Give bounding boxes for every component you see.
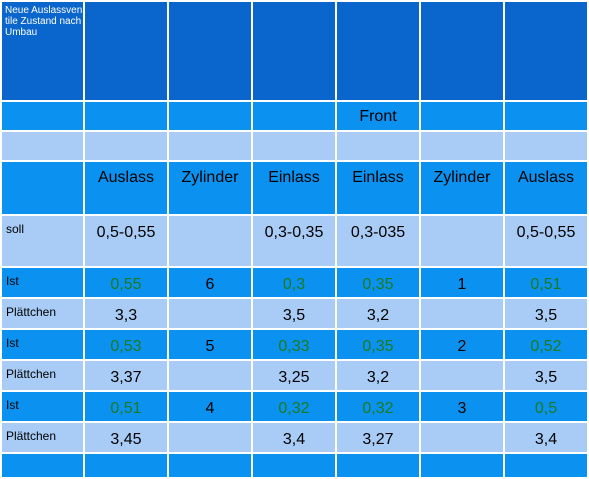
row-label: Plättchen <box>2 423 83 452</box>
empty-cell <box>168 102 251 130</box>
empty-cell <box>84 2 167 100</box>
front-row: Front <box>2 102 587 130</box>
table-cell: 3,4 <box>504 423 587 452</box>
table-cell: 0,33 <box>252 330 335 359</box>
table-cell: 3,27 <box>336 423 419 452</box>
empty-cell <box>84 132 167 160</box>
empty-cell <box>2 454 83 477</box>
table-cell: 0,3-035 <box>336 216 419 266</box>
table-cell <box>168 423 251 452</box>
empty-cell <box>504 102 587 130</box>
column-header: Zylinder <box>420 162 503 214</box>
empty-cell <box>420 132 503 160</box>
table-cell: 0,5-0,55 <box>504 216 587 266</box>
table-cell: 0,3-0,35 <box>252 216 335 266</box>
column-header: Einlass <box>336 162 419 214</box>
table-cell: 0,3 <box>252 268 335 297</box>
table-cell: 3,45 <box>84 423 167 452</box>
column-header: Auslass <box>84 162 167 214</box>
table-cell <box>168 216 251 266</box>
empty-cell <box>84 454 167 477</box>
empty-cell <box>336 2 419 100</box>
column-header-row: Auslass Zylinder Einlass Einlass Zylinde… <box>2 162 587 214</box>
table-cell: 3,5 <box>504 361 587 390</box>
row-label: Ist <box>2 268 83 297</box>
empty-cell <box>504 2 587 100</box>
table-cell: 0,32 <box>336 392 419 421</box>
empty-cell <box>2 132 83 160</box>
column-header: Auslass <box>504 162 587 214</box>
spacer-row <box>2 132 587 160</box>
empty-cell <box>336 132 419 160</box>
empty-cell <box>84 102 167 130</box>
table-row: Plättchen 3,3 3,5 3,2 3,5 <box>2 299 587 328</box>
empty-cell <box>504 454 587 477</box>
empty-cell <box>420 102 503 130</box>
column-header: Einlass <box>252 162 335 214</box>
table-row: Plättchen 3,37 3,25 3,2 3,5 <box>2 361 587 390</box>
table-row: Ist 0,53 5 0,33 0,35 2 0,52 <box>2 330 587 359</box>
table-cell: 6 <box>168 268 251 297</box>
empty-cell <box>252 2 335 100</box>
table-cell <box>420 361 503 390</box>
table-cell: 0,5 <box>504 392 587 421</box>
table-cell: 5 <box>168 330 251 359</box>
table-cell: 3,2 <box>336 299 419 328</box>
empty-cell <box>2 102 83 130</box>
table-cell: 3,5 <box>504 299 587 328</box>
empty-cell <box>2 162 83 214</box>
column-header: Zylinder <box>168 162 251 214</box>
table-cell <box>420 216 503 266</box>
table-cell: 3,25 <box>252 361 335 390</box>
empty-cell <box>252 132 335 160</box>
spacer-row <box>2 454 587 477</box>
table-cell: 0,55 <box>84 268 167 297</box>
empty-cell <box>168 132 251 160</box>
front-label: Front <box>336 102 419 130</box>
empty-cell <box>504 132 587 160</box>
empty-cell <box>336 454 419 477</box>
table-cell: 0,53 <box>84 330 167 359</box>
empty-cell <box>420 454 503 477</box>
table-cell <box>420 299 503 328</box>
empty-cell <box>168 2 251 100</box>
table-cell: 0,35 <box>336 268 419 297</box>
title-row: Neue Auslassventile Zustand nach Umbau <box>2 2 587 100</box>
table-cell: 3,2 <box>336 361 419 390</box>
empty-cell <box>252 102 335 130</box>
row-label: Ist <box>2 392 83 421</box>
table-cell <box>420 423 503 452</box>
empty-cell <box>168 454 251 477</box>
empty-cell <box>252 454 335 477</box>
table-row: Plättchen 3,45 3,4 3,27 3,4 <box>2 423 587 452</box>
row-label: soll <box>2 216 83 266</box>
table-row: soll 0,5-0,55 0,3-0,35 0,3-035 0,5-0,55 <box>2 216 587 266</box>
table-cell: 3,5 <box>252 299 335 328</box>
corner-title: Neue Auslassventile Zustand nach Umbau <box>2 2 83 100</box>
table-cell: 2 <box>420 330 503 359</box>
row-label: Plättchen <box>2 361 83 390</box>
table-cell: 3 <box>420 392 503 421</box>
table-cell: 1 <box>420 268 503 297</box>
table-cell: 3,3 <box>84 299 167 328</box>
table-cell: 3,4 <box>252 423 335 452</box>
table-cell: 3,37 <box>84 361 167 390</box>
table-row: Ist 0,55 6 0,3 0,35 1 0,51 <box>2 268 587 297</box>
empty-cell <box>420 2 503 100</box>
row-label: Ist <box>2 330 83 359</box>
table-cell: 0,35 <box>336 330 419 359</box>
table-cell: 0,51 <box>84 392 167 421</box>
row-label: Plättchen <box>2 299 83 328</box>
table-cell: 0,5-0,55 <box>84 216 167 266</box>
table-cell <box>168 299 251 328</box>
table-cell: 0,51 <box>504 268 587 297</box>
table-cell: 4 <box>168 392 251 421</box>
table-cell: 0,52 <box>504 330 587 359</box>
table-cell: 0,32 <box>252 392 335 421</box>
table-row: Ist 0,51 4 0,32 0,32 3 0,5 <box>2 392 587 421</box>
table-cell <box>168 361 251 390</box>
